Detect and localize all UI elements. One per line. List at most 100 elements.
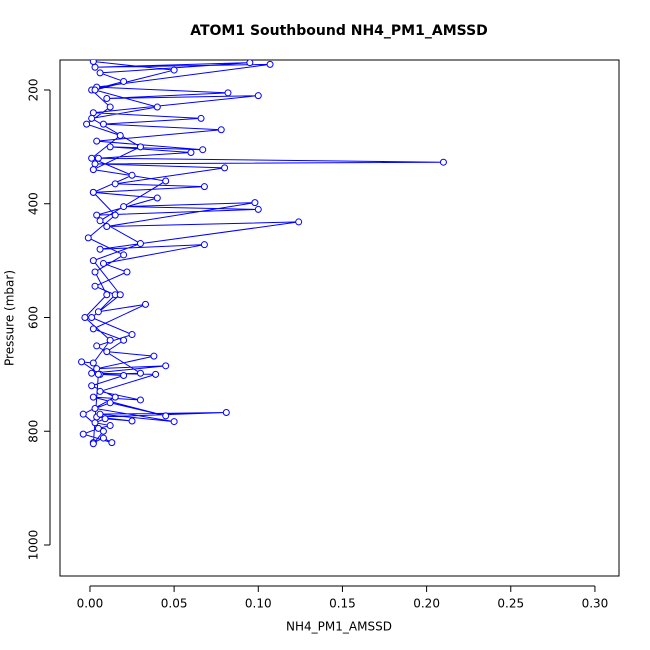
data-point xyxy=(93,365,101,373)
data-point xyxy=(136,396,144,404)
data-point xyxy=(89,440,97,448)
data-point xyxy=(103,95,111,103)
data-point xyxy=(200,183,208,191)
data-point xyxy=(128,171,136,179)
x-tick-label: 0.25 xyxy=(497,597,524,611)
data-point xyxy=(99,434,107,442)
data-point xyxy=(120,203,128,211)
data-point xyxy=(295,218,303,226)
data-point xyxy=(93,342,101,350)
x-tick-label: 0.15 xyxy=(329,597,356,611)
data-point xyxy=(89,109,97,117)
data-point xyxy=(88,369,96,377)
data-point xyxy=(89,359,97,367)
data-point xyxy=(94,370,102,378)
x-tick-label: 0.00 xyxy=(77,597,104,611)
data-point xyxy=(84,234,92,242)
x-axis-label: NH4_PM1_AMSSD xyxy=(286,620,392,634)
data-point xyxy=(120,77,128,85)
plot-frame xyxy=(59,59,620,577)
data-point xyxy=(162,177,170,185)
data-point xyxy=(111,180,119,188)
data-point xyxy=(111,393,119,401)
y-tick-label: 800 xyxy=(27,420,41,443)
data-point xyxy=(101,415,109,423)
data-point xyxy=(136,240,144,248)
data-point xyxy=(79,430,87,438)
data-point xyxy=(91,268,99,276)
data-point xyxy=(142,300,150,308)
x-tick-label: 0.05 xyxy=(161,597,188,611)
data-point xyxy=(88,382,96,390)
data-point xyxy=(106,422,114,430)
y-tick-label: 600 xyxy=(27,306,41,329)
data-point xyxy=(88,154,96,162)
data-point xyxy=(221,164,229,172)
data-point xyxy=(91,86,99,94)
data-point xyxy=(81,313,89,321)
data-point xyxy=(120,372,128,380)
data-point xyxy=(246,60,254,67)
data-point xyxy=(103,222,111,230)
data-point xyxy=(79,410,87,418)
data-point xyxy=(106,399,114,407)
data-point xyxy=(128,417,136,425)
data-point xyxy=(197,114,205,122)
y-tick-label: 200 xyxy=(27,79,41,102)
data-point xyxy=(439,158,447,166)
data-point xyxy=(94,154,102,162)
data-point xyxy=(103,348,111,356)
data-point xyxy=(116,291,124,299)
y-tick-label: 400 xyxy=(27,192,41,215)
y-axis-label: Pressure (mbar) xyxy=(3,270,17,366)
data-point xyxy=(136,369,144,377)
data-point xyxy=(108,439,116,447)
data-point xyxy=(106,143,114,151)
data-point xyxy=(96,387,104,395)
data-point xyxy=(106,336,114,344)
data-point xyxy=(89,325,97,333)
data-point xyxy=(93,211,101,219)
data-point xyxy=(162,412,170,420)
data-point xyxy=(89,60,97,66)
data-point xyxy=(99,120,107,128)
data-point xyxy=(120,336,128,344)
data-point xyxy=(96,245,104,253)
data-point xyxy=(111,211,119,219)
data-point xyxy=(150,352,158,360)
data-point xyxy=(128,331,136,339)
data-point xyxy=(89,166,97,174)
data-point xyxy=(153,103,161,111)
data-point xyxy=(217,126,225,134)
data-point xyxy=(136,143,144,151)
data-point xyxy=(89,393,97,401)
series-line xyxy=(81,61,444,446)
data-point xyxy=(222,408,230,416)
data-point xyxy=(187,149,195,157)
data-point xyxy=(200,241,208,249)
data-point xyxy=(103,291,111,299)
data-point xyxy=(152,370,160,378)
data-point xyxy=(91,419,99,427)
data-point xyxy=(94,424,102,432)
data-point xyxy=(88,313,96,321)
x-tick-label: 0.30 xyxy=(582,597,609,611)
data-point xyxy=(91,404,99,412)
data-point xyxy=(106,103,114,111)
data-point xyxy=(162,362,170,370)
y-tick-label: 1000 xyxy=(27,530,41,561)
data-point xyxy=(99,427,107,435)
data-point xyxy=(91,160,99,168)
data-point xyxy=(78,358,86,366)
data-point xyxy=(89,257,97,265)
x-tick-label: 0.10 xyxy=(245,597,272,611)
data-point xyxy=(199,146,207,154)
data-point xyxy=(153,194,161,202)
data-point xyxy=(254,92,262,100)
data-point xyxy=(170,418,178,426)
data-point xyxy=(99,259,107,267)
data-point xyxy=(120,251,128,259)
data-point xyxy=(91,63,99,71)
data-point xyxy=(89,188,97,196)
